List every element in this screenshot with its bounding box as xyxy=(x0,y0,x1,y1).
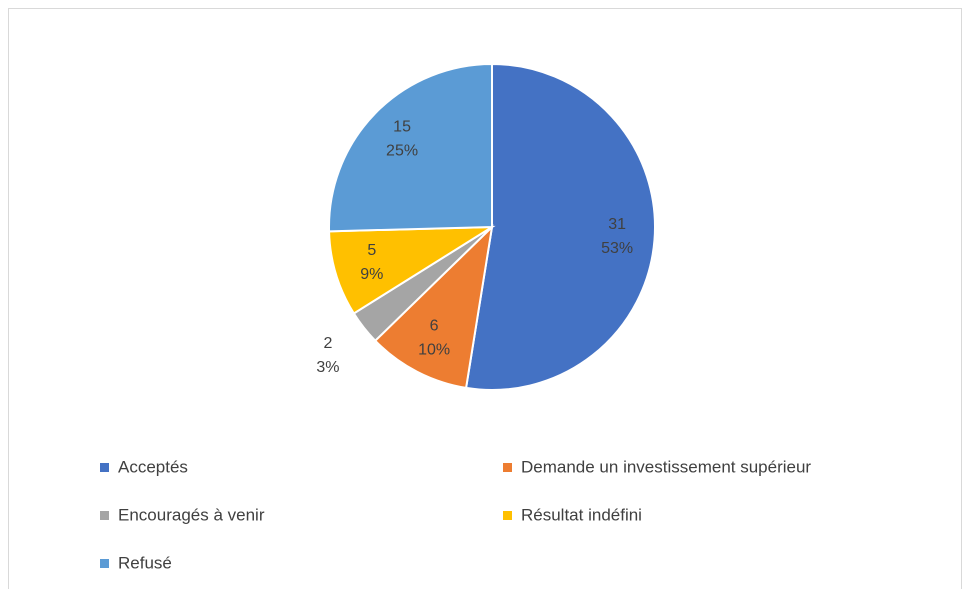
percent-sign: % xyxy=(404,143,418,160)
legend-label: Acceptés xyxy=(118,457,188,476)
chart-border xyxy=(8,8,962,589)
legend-swatch xyxy=(503,463,512,472)
data-label-value: 31 xyxy=(608,216,626,233)
percent-number: 9 xyxy=(360,266,369,283)
legend-label: Demande un investissement supérieur xyxy=(521,457,811,476)
percent-sign: % xyxy=(325,359,339,376)
data-label-value: 5 xyxy=(367,242,376,259)
percent-number: 53 xyxy=(601,240,619,257)
data-label-percent: 3% xyxy=(316,359,339,376)
percent-number: 10 xyxy=(418,342,436,359)
legend-label: Encouragés à venir xyxy=(118,505,265,524)
data-label-percent: 9% xyxy=(360,266,383,283)
pie-slice xyxy=(464,62,656,391)
pie-slice xyxy=(328,62,493,233)
legend-swatch xyxy=(503,511,512,520)
pie-slice xyxy=(328,225,496,315)
data-label: 5 xyxy=(367,242,376,259)
legend-swatch xyxy=(100,511,109,520)
percent-number: 25 xyxy=(386,143,404,160)
data-label-percent: 25% xyxy=(386,143,418,160)
data-label: 2 xyxy=(323,335,332,352)
percent-sign: % xyxy=(369,266,383,283)
legend-label: Refusé xyxy=(118,553,172,572)
data-label-value: 15 xyxy=(393,119,411,136)
pie-slice xyxy=(373,224,494,390)
percent-number: 3 xyxy=(316,359,325,376)
percent-sign: % xyxy=(619,240,633,257)
legend-swatch xyxy=(100,559,109,568)
data-label-value: 6 xyxy=(430,318,439,335)
data-label: 31 xyxy=(608,216,626,233)
legend-label: Résultat indéfini xyxy=(521,505,642,524)
data-label: 15 xyxy=(393,119,411,136)
percent-sign: % xyxy=(436,342,450,359)
data-label-percent: 10% xyxy=(418,342,450,359)
data-label-value: 2 xyxy=(323,335,332,352)
legend-swatch xyxy=(100,463,109,472)
data-label-percent: 53% xyxy=(601,240,633,257)
data-label: 6 xyxy=(430,318,439,335)
